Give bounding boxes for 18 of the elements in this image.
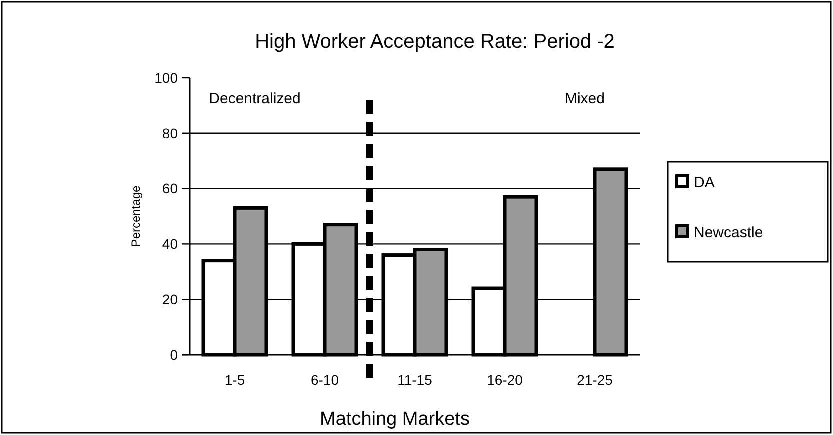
y-tick-label: 20 xyxy=(162,292,178,308)
y-tick-label: 0 xyxy=(170,346,178,363)
annotation: Mixed xyxy=(564,90,606,108)
annotation: Decentralized xyxy=(209,90,301,108)
chart-title: High Worker Acceptance Rate: Period -2 xyxy=(255,31,615,53)
x-axis-title: Matching Markets xyxy=(320,409,470,430)
y-tick-label: 80 xyxy=(162,125,178,142)
y-tick-label: 100 xyxy=(154,70,178,86)
y-axis-title: Percentage xyxy=(129,185,143,248)
x-tick-label: 1-5 xyxy=(224,372,246,388)
y-tick-label: 40 xyxy=(162,236,178,252)
x-tick-label: 16-20 xyxy=(487,372,524,388)
legend-label: Newcastle xyxy=(694,224,764,242)
x-tick-label: 11-15 xyxy=(398,372,433,388)
x-tick-label: 21-25 xyxy=(577,372,614,388)
y-tick-label: 60 xyxy=(162,180,178,197)
x-tick-label: 6-10 xyxy=(310,372,340,388)
legend-label: DA xyxy=(694,174,715,192)
